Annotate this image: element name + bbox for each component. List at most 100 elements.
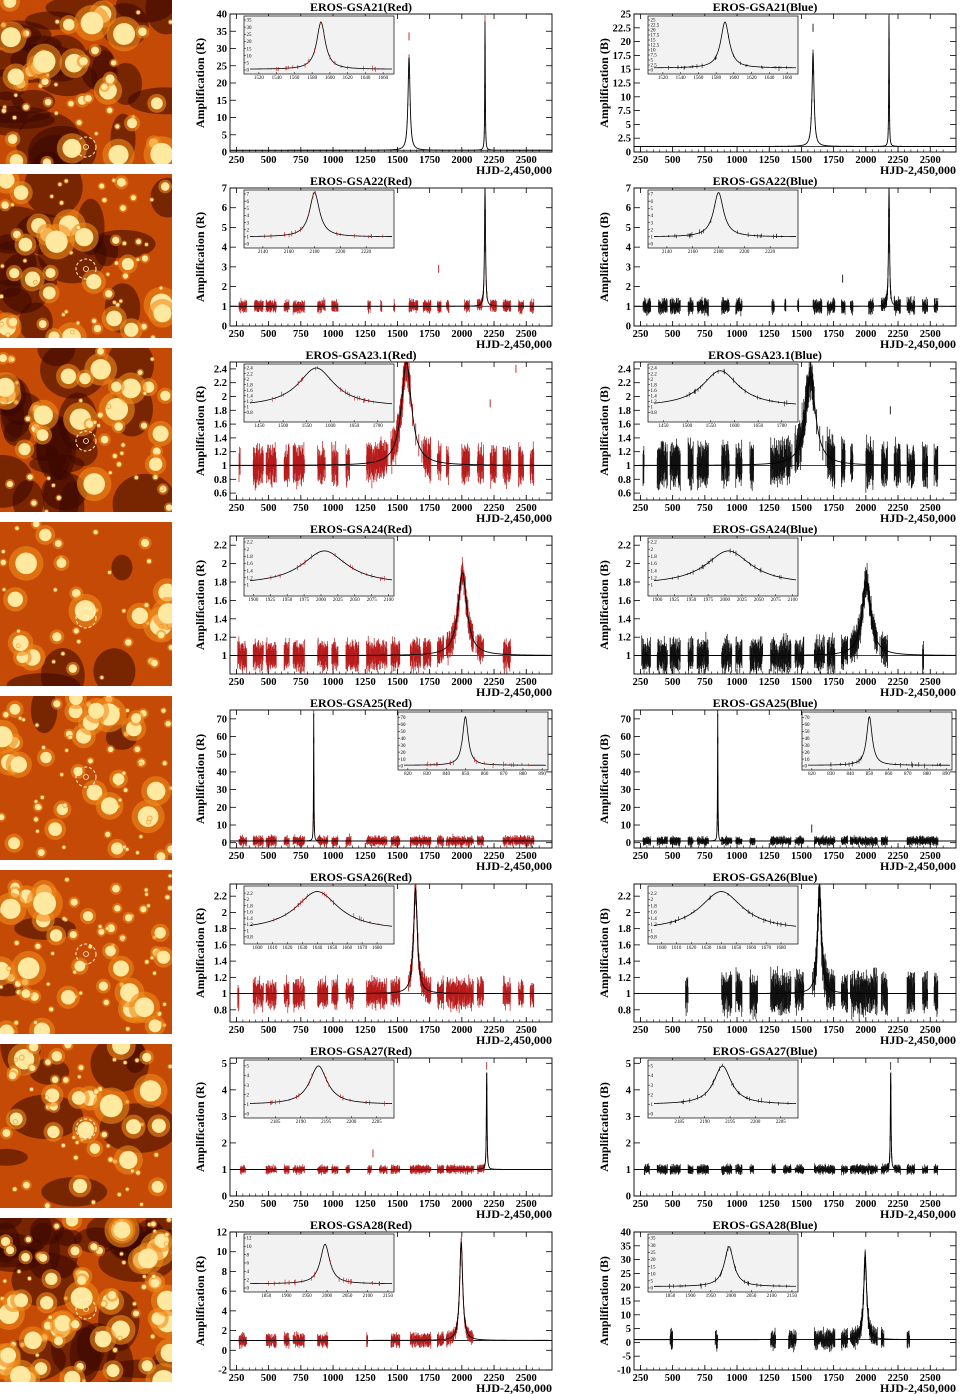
- x-tick-label: 500: [261, 503, 277, 514]
- inset-x-tick-label: 2160: [284, 250, 295, 255]
- dust-patch: [115, 0, 172, 23]
- star: [0, 294, 4, 299]
- star: [61, 313, 65, 317]
- star: [50, 194, 54, 198]
- star: [36, 429, 49, 442]
- x-tick-label: 1750: [823, 155, 844, 166]
- y-tick-label: 5: [626, 223, 631, 234]
- star: [91, 46, 99, 55]
- star: [6, 481, 13, 488]
- inset-y-tick-label: 1: [247, 584, 250, 589]
- x-tick-label: 1750: [419, 155, 440, 166]
- x-tick-label: 1000: [323, 155, 344, 166]
- star: [6, 333, 10, 337]
- inset-y-tick-label: 1.6: [651, 389, 658, 394]
- inset-x-tick-label: 2025: [333, 598, 344, 603]
- inset-y-tick-label: 3: [651, 221, 654, 226]
- y-tick-label: 1.2: [214, 447, 227, 458]
- x-tick-label: 750: [293, 677, 309, 688]
- inset-x-tick-label: 2220: [361, 250, 372, 255]
- inset-x-tick-label: 1450: [254, 424, 265, 429]
- model-curve: [230, 361, 552, 466]
- star: [101, 83, 108, 91]
- inset-y-tick-label: 1: [651, 406, 654, 411]
- y-tick-label: 1.6: [214, 420, 227, 431]
- inset-x-tick-label: 1600: [729, 424, 740, 429]
- inset-x-tick-label: 1925: [265, 598, 276, 603]
- inset-y-tick-label: 1.2: [247, 576, 254, 581]
- star: [112, 300, 116, 304]
- lightcurve-panel-blue: EROS-GSA24(Blue) Amplification (B) 250 500 7…: [596, 522, 962, 699]
- inset-x-tick-label: 1500: [682, 424, 693, 429]
- y-tick-label: 20: [621, 37, 632, 48]
- star: [55, 20, 59, 24]
- x-tick-label: 2000: [855, 677, 876, 688]
- star: [93, 324, 102, 333]
- zoom-inset: 2140 2160 2180 2200 2220 0 1 2 3 4 5 6 7: [243, 189, 395, 255]
- star: [44, 510, 48, 512]
- star: [76, 120, 82, 126]
- star: [116, 462, 122, 467]
- x-tick-label: 2000: [451, 677, 472, 688]
- inset-x-tick-label: 2140: [258, 250, 269, 255]
- x-tick-label: 2000: [855, 503, 876, 514]
- dust-patch: [111, 554, 133, 581]
- x-tick-label: 2250: [888, 503, 909, 514]
- x-tick-label: 2500: [920, 329, 941, 340]
- y-tick-label: 20: [217, 79, 228, 90]
- y-tick-label: 5: [222, 223, 227, 234]
- inset-x-tick-label: 1620: [747, 76, 758, 81]
- x-tick-label: 500: [261, 677, 277, 688]
- inset-y-tick-label: 2: [247, 228, 250, 233]
- star: [41, 77, 49, 86]
- star: [0, 559, 6, 566]
- star: [106, 107, 113, 114]
- star: [33, 280, 37, 284]
- y-tick-label: 1.2: [618, 447, 631, 458]
- inset-y-tick-label: 2.2: [651, 372, 658, 377]
- y-tick-label: 1.2: [214, 633, 227, 644]
- star: [141, 255, 149, 262]
- star: [168, 20, 172, 24]
- star: [3, 0, 17, 8]
- x-tick-label: 750: [293, 329, 309, 340]
- inset-model-curve: [653, 21, 797, 69]
- inset-x-tick-label: 1600: [325, 76, 336, 81]
- y-tick-label: 1.8: [618, 406, 631, 417]
- y-tick-label: 1: [626, 461, 631, 472]
- star: [157, 631, 165, 639]
- star: [93, 530, 98, 535]
- y-tick-label: 3: [222, 262, 227, 273]
- star: [122, 241, 127, 246]
- x-tick-label: 1500: [387, 503, 408, 514]
- star: [160, 182, 170, 191]
- y-tick-label: 0: [222, 148, 227, 159]
- star: [25, 416, 31, 422]
- y-tick-label: 25: [621, 10, 632, 21]
- star: [97, 424, 101, 428]
- inset-model-curve: [249, 550, 393, 582]
- x-tick-label: 1750: [419, 677, 440, 688]
- inset-x-tick-label: 1520: [254, 76, 265, 81]
- inset-x-tick-label: 2075: [367, 598, 378, 603]
- star: [130, 195, 137, 201]
- y-tick-label: 1.4: [618, 433, 632, 444]
- star: [54, 111, 58, 115]
- inset-y-tick-label: 6: [247, 200, 250, 205]
- y-tick-label: 1.8: [214, 578, 227, 589]
- star: [112, 453, 117, 459]
- model-curve: [230, 188, 552, 307]
- inset-y-tick-label: 10: [651, 49, 657, 54]
- star: [131, 607, 149, 625]
- inset-y-tick-label: 4: [247, 214, 250, 219]
- inset-y-tick-label: 0.8: [247, 411, 254, 416]
- lightcurve-svg-blue: EROS-GSA21(Blue)Amplification (B)250 500 7…: [597, 0, 957, 177]
- star: [70, 330, 74, 334]
- y-tick-label: 12.5: [613, 79, 631, 90]
- panel-title: EROS-GSA23.1(Blue): [708, 348, 822, 362]
- star: [100, 435, 109, 444]
- star: [52, 632, 62, 642]
- star: [110, 60, 117, 66]
- x-tick-label: 500: [261, 155, 277, 166]
- star: [52, 660, 56, 664]
